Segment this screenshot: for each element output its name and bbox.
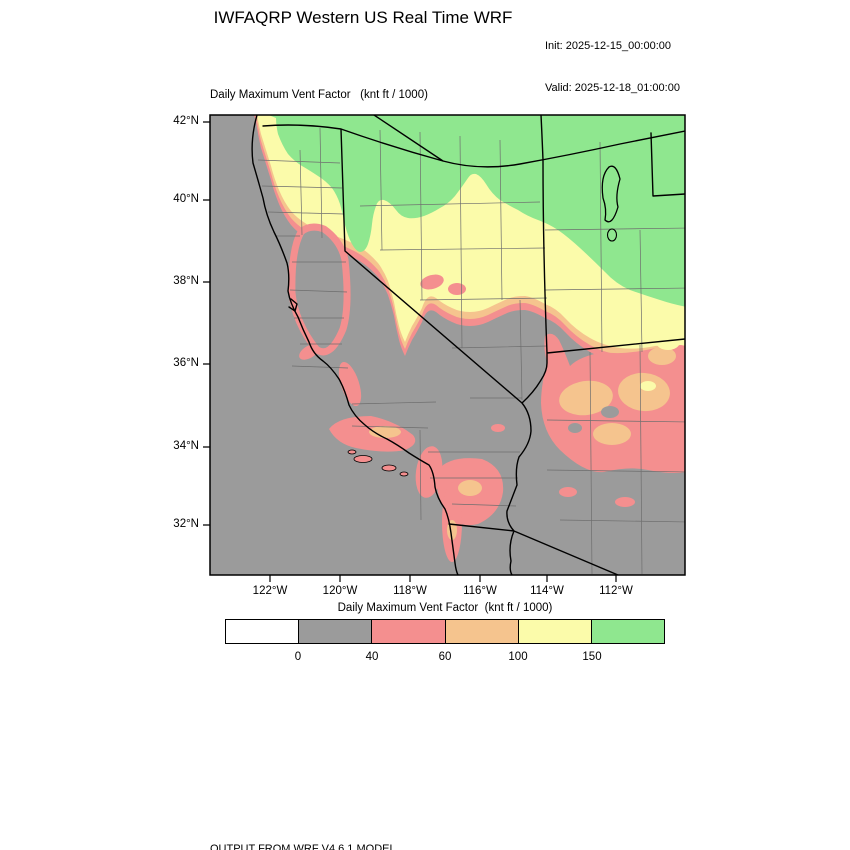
y-tick-label: 32°N <box>173 518 199 530</box>
run-info: Init: 2025-12-15_00:00:00 Valid: 2025-12… <box>545 11 680 123</box>
model-footer: OUTPUT FROM WRF V4.6.1 MODEL WE = 310 ; … <box>210 814 643 850</box>
x-tick-label: 114°W <box>530 585 564 597</box>
page-title: IWFAQRP Western US Real Time WRF <box>213 8 513 27</box>
colorbar-tick-label: 100 <box>508 651 528 663</box>
valid-time-label: Valid: 2025-12-18_01:00:00 <box>545 82 680 94</box>
california-coastline <box>251 115 459 575</box>
colorbar-cell <box>372 620 446 643</box>
colorbar-tick-label: 0 <box>294 651 302 663</box>
vent-factor-field <box>210 115 685 575</box>
y-tick-label: 42°N <box>173 115 199 127</box>
x-tick-label: 122°W <box>252 585 288 597</box>
colorbar-cell <box>226 620 300 643</box>
y-tick-label: 34°N <box>173 440 199 452</box>
map-plot <box>203 114 686 582</box>
transverse-orange-core <box>369 426 401 438</box>
sf-bay-inlet <box>288 298 298 312</box>
mojave-orange-core <box>458 480 482 496</box>
map-frame <box>209 114 686 576</box>
county-borders <box>257 127 685 575</box>
colorbar-cell <box>299 620 373 643</box>
vent-band-over-150 <box>268 115 685 307</box>
x-tick-label: 112°W <box>599 585 633 597</box>
x-tick-label: 118°W <box>393 585 427 597</box>
x-tick-label: 116°W <box>463 585 497 597</box>
init-time-label: Init: 2025-12-15_00:00:00 <box>545 40 671 52</box>
y-tick-label: 38°N <box>173 275 199 287</box>
great-salt-lake-outline <box>601 165 621 223</box>
arizona-patchwork <box>541 333 685 473</box>
channel-islands <box>347 449 409 477</box>
colorbar-tick-label: 40 <box>365 651 379 663</box>
colorbar-tick-label: 60 <box>438 651 452 663</box>
colorbar-cell <box>445 620 519 643</box>
central-valley-low <box>288 223 351 356</box>
axis-tick-marks <box>203 121 617 582</box>
colorbar-cell <box>591 620 665 643</box>
footer-line-1: OUTPUT FROM WRF V4.6.1 MODEL <box>210 843 396 850</box>
y-tick-label: 40°N <box>173 193 199 205</box>
map-subtitle: Daily Maximum Vent Factor (knt ft / 1000… <box>210 89 428 101</box>
colorbar-cell <box>518 620 592 643</box>
colorbar-title: Daily Maximum Vent Factor (knt ft / 1000… <box>337 602 553 614</box>
colorbar-cells <box>225 619 665 644</box>
x-tick-label: 120°W <box>322 585 358 597</box>
state-border-lines <box>262 115 685 575</box>
colorbar-tick-label: 150 <box>582 651 602 663</box>
state-borders <box>251 115 685 575</box>
y-tick-label: 36°N <box>173 357 199 369</box>
utah-lake-outline <box>606 228 618 242</box>
